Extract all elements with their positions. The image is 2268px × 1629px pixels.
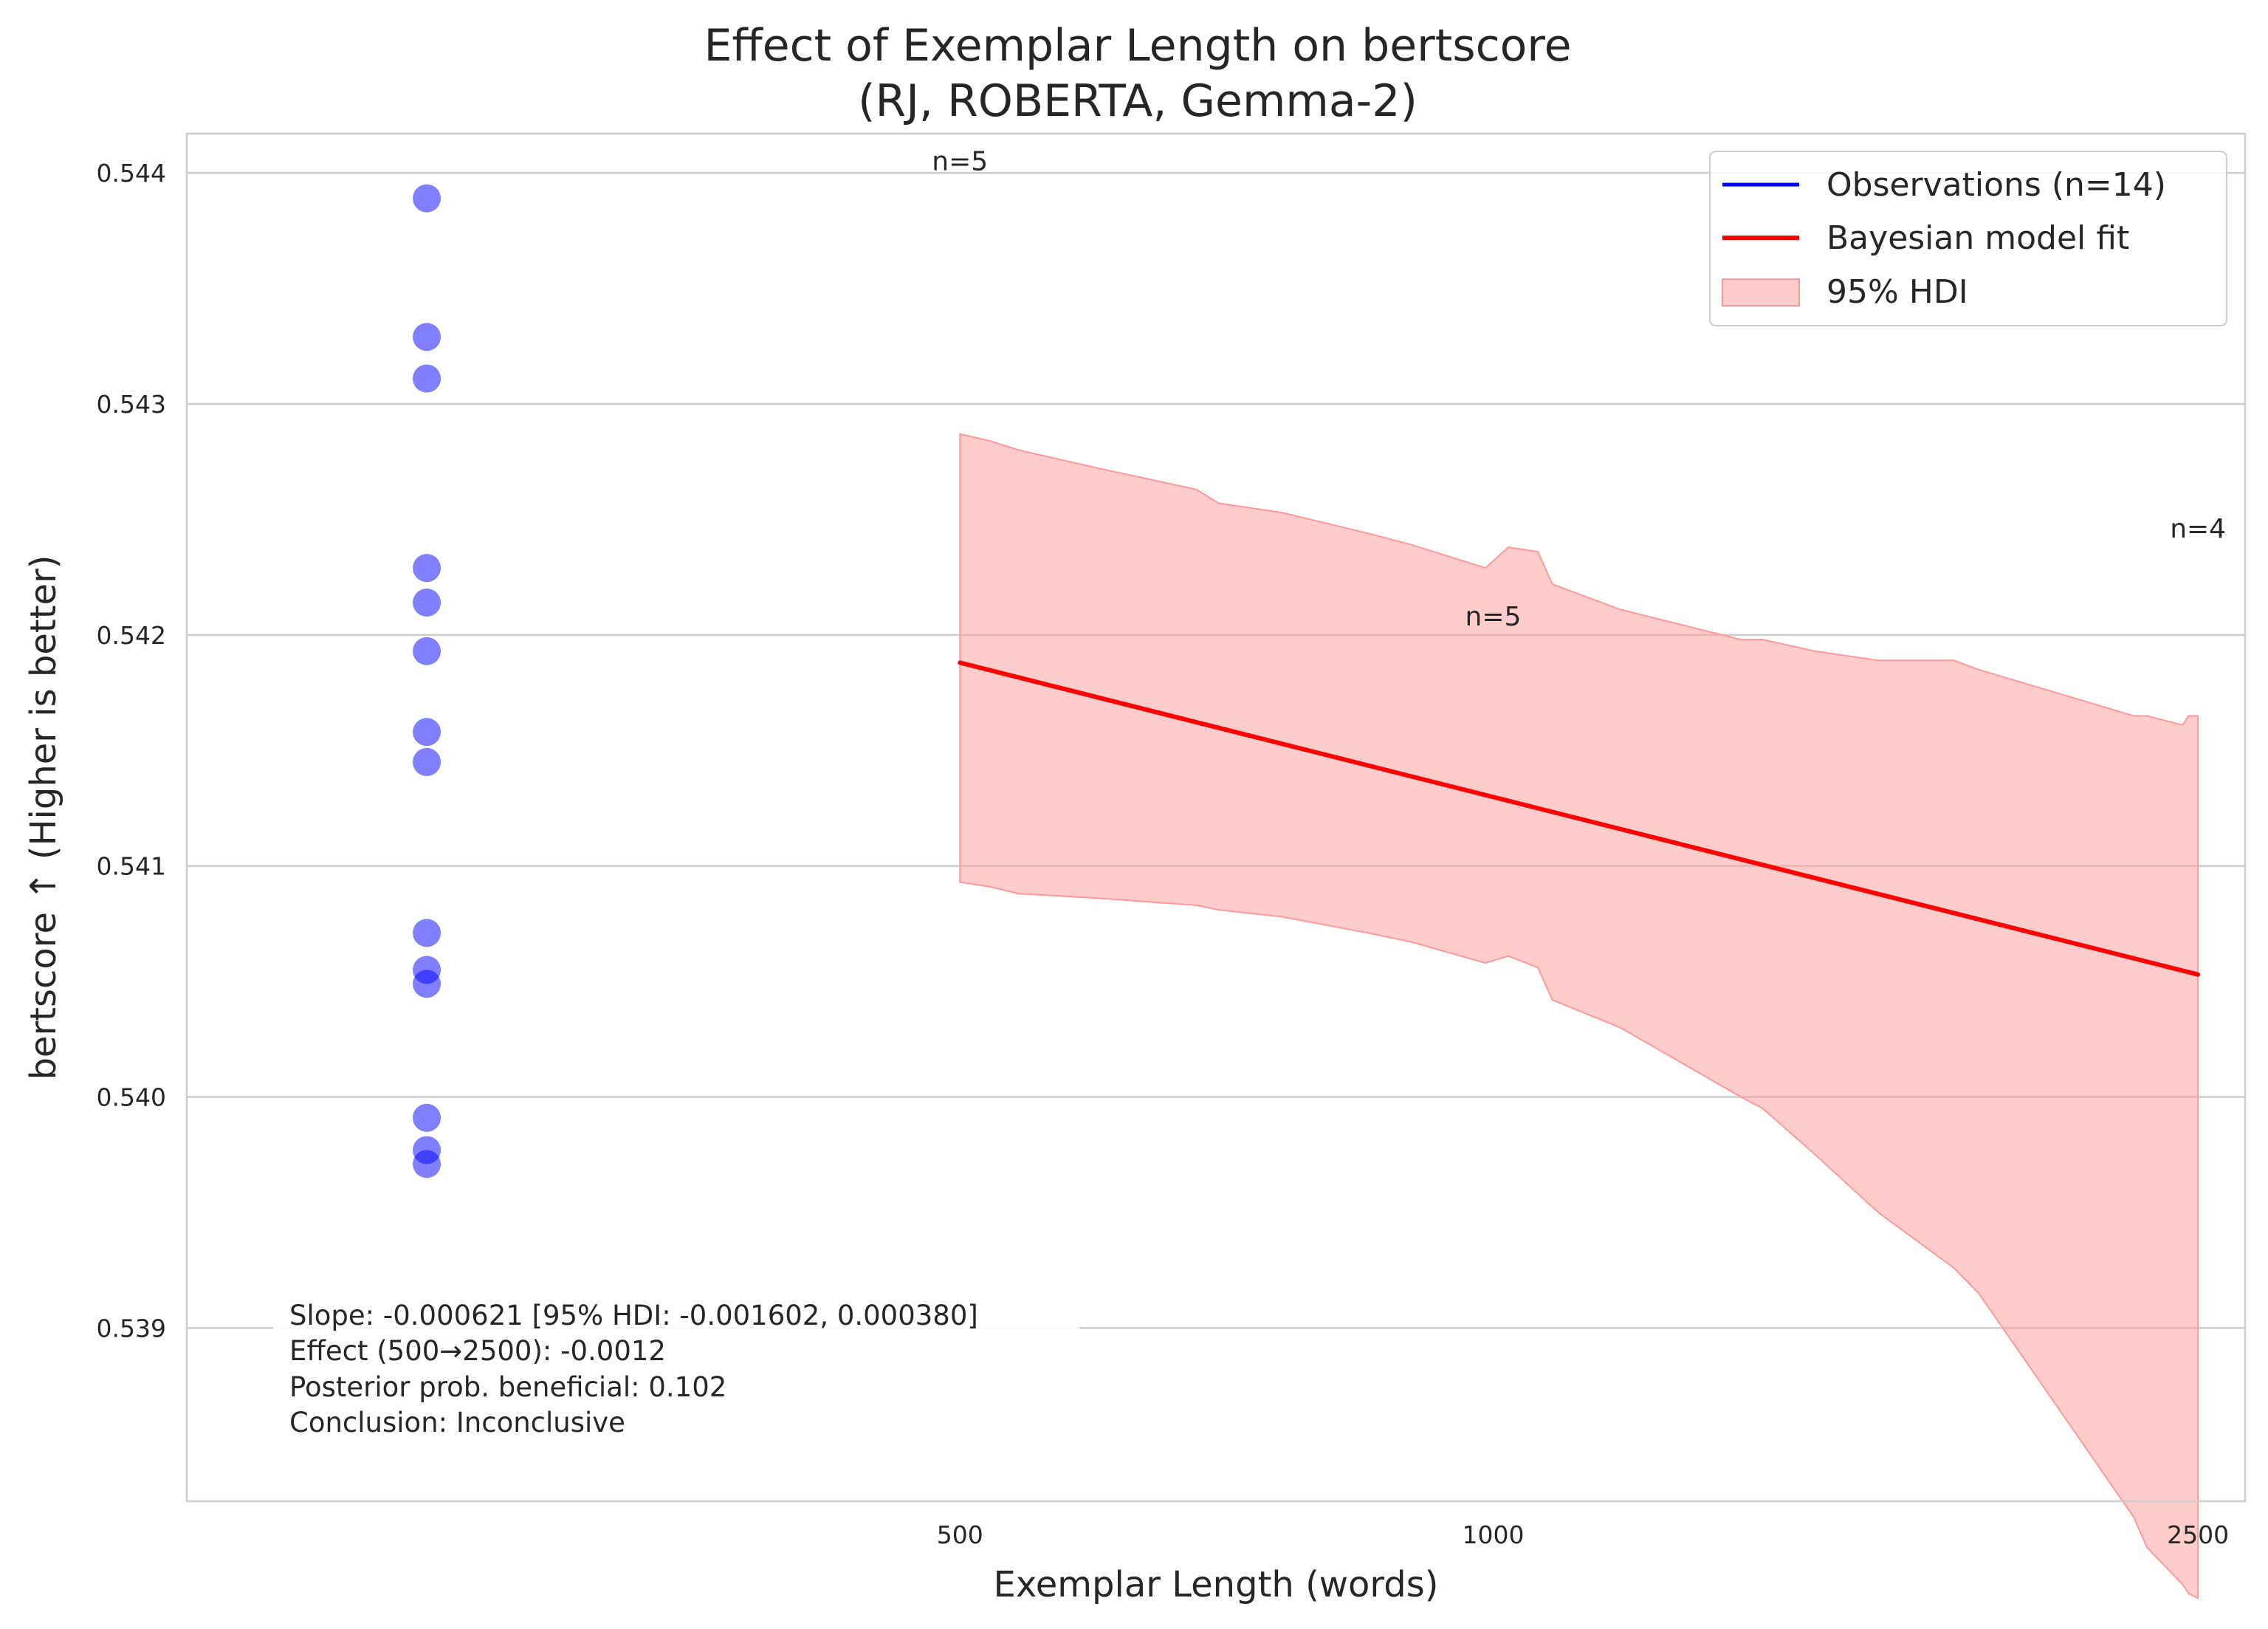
sample-size-annotation: n=4: [2170, 514, 2226, 544]
x-tick-labels: 500 1000 2500: [937, 1520, 2229, 1549]
sample-size-annotation: n=5: [932, 147, 988, 177]
observation-point: [413, 970, 441, 998]
legend-observations-label: Observations (n=14): [1827, 166, 2166, 204]
y-tick-label: 0.543: [97, 390, 166, 419]
observation-point: [413, 1103, 441, 1132]
y-tick-label: 0.542: [97, 621, 166, 650]
observation-point: [413, 637, 441, 665]
y-tick-label: 0.544: [97, 159, 166, 188]
annotations: n=5 n=5 n=4: [932, 147, 2226, 632]
y-tick-label: 0.541: [97, 852, 166, 881]
legend: Observations (n=14) Bayesian model fit 9…: [1709, 151, 2227, 326]
observation-point: [413, 1150, 441, 1179]
stats-line-effect: Effect (500→2500): -0.0012: [289, 1335, 666, 1367]
observation-point: [413, 554, 441, 583]
observation-point: [413, 718, 441, 747]
hdi-band: [959, 433, 2199, 1600]
observation-point: [413, 589, 441, 617]
chart-title: Effect of Exemplar Length on bertscore: [704, 20, 1571, 72]
x-tick-label: 2500: [2167, 1520, 2229, 1549]
chart-subtitle: (RJ, ROBERTA, Gemma-2): [858, 75, 1418, 127]
hdi-layer: [959, 433, 2199, 1600]
observation-point: [413, 184, 441, 213]
stats-box: Slope: -0.000621 [95% HDI: -0.001602, 0.…: [273, 1294, 1079, 1441]
observation-point: [413, 747, 441, 776]
y-axis-label: bertscore ↑ (Higher is better): [23, 555, 64, 1080]
plot-frame: [185, 132, 2247, 1503]
x-axis-label: Exemplar Length (words): [993, 1564, 1438, 1605]
y-tick-label: 0.540: [97, 1083, 166, 1112]
stats-box-background: [273, 1294, 1079, 1441]
x-tick-label: 1000: [1462, 1520, 1524, 1549]
legend-hdi-swatch: [1722, 278, 1800, 306]
stats-line-conclusion: Conclusion: Inconclusive: [289, 1407, 625, 1438]
fit-layer: [958, 660, 2201, 977]
x-tick-label: 500: [937, 1520, 983, 1549]
model-fit-line: [958, 660, 2201, 977]
stats-line-slope: Slope: -0.000621 [95% HDI: -0.001602, 0.…: [289, 1300, 978, 1331]
legend-model-fit-label: Bayesian model fit: [1827, 219, 2129, 257]
stats-line-posterior: Posterior prob. beneficial: 0.102: [289, 1371, 726, 1403]
observation-point: [413, 919, 441, 947]
y-tick-label: 0.539: [97, 1314, 166, 1342]
y-tick-labels: 0.539 0.540 0.541 0.542 0.543 0.544: [97, 159, 166, 1342]
observation-point: [413, 364, 441, 393]
observation-points: [413, 184, 441, 1179]
legend-frame: [1709, 151, 2227, 326]
observation-point: [413, 323, 441, 351]
sample-size-annotation: n=5: [1465, 602, 1522, 632]
legend-hdi-label: 95% HDI: [1827, 273, 1968, 311]
